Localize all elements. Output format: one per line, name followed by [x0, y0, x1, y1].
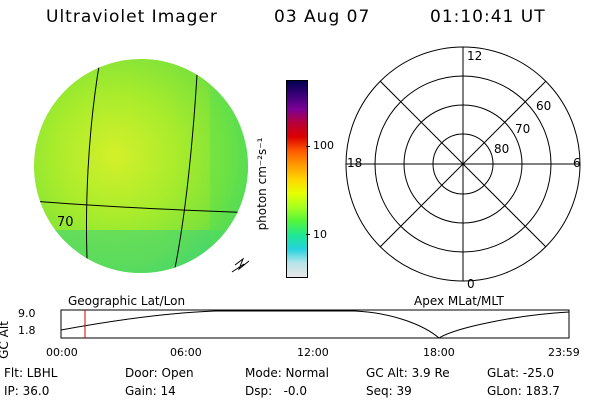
- date-label: 03 Aug 07: [274, 7, 371, 27]
- mlt-label-18: 18: [347, 156, 362, 170]
- mlat-label-80: 80: [494, 142, 509, 156]
- time-tick-1800: 18:00: [423, 346, 455, 359]
- colorbar-tick-label-10: 10: [313, 228, 327, 241]
- altitude-curve: [60, 310, 570, 339]
- colorbar-tick-10: [306, 234, 310, 235]
- mlt-label-6: 6: [573, 156, 581, 170]
- coastline-fragment: [231, 257, 250, 273]
- earth-image: 70: [34, 59, 250, 273]
- polar-plot: 12 18 6 0 60 70 80: [345, 46, 581, 290]
- time-label: 01:10:41 UT: [430, 7, 546, 27]
- instrument-title: Ultraviolet Imager: [46, 7, 218, 27]
- apex-panel-label: Apex MLat/MLT: [414, 294, 504, 308]
- altitude-plot-frame: [60, 309, 570, 339]
- altitude-tick-9: 9.0: [18, 307, 36, 320]
- altitude-axis-label: GC Alt: [0, 321, 11, 359]
- mlt-diagonal-2: [379, 80, 547, 248]
- door-status: Door: Open: [125, 366, 194, 380]
- geographic-grid: [34, 59, 248, 273]
- time-tick-2359: 23:59: [548, 346, 580, 359]
- glon-status: GLon: 183.7: [487, 384, 560, 398]
- colorbar-unit-label: photon cm⁻²s⁻¹: [255, 137, 269, 231]
- color-bar-gradient: [287, 81, 307, 277]
- ip-status: IP: 36.0: [4, 384, 50, 398]
- dsp-status: Dsp: -0.0: [245, 384, 308, 398]
- mode-status: Mode: Normal: [245, 366, 329, 380]
- seq-status: Seq: 39: [366, 384, 412, 398]
- colorbar-tick-100: [306, 146, 310, 147]
- altitude-plot: [60, 309, 570, 339]
- time-tick-0000: 00:00: [46, 346, 78, 359]
- glat-status: GLat: -25.0: [487, 366, 554, 380]
- mlt-label-0: 0: [467, 277, 475, 290]
- stray-grid-label: 70: [57, 215, 74, 230]
- time-tick-1200: 12:00: [297, 346, 329, 359]
- gc-alt-status: GC Alt: 3.9 Re: [366, 366, 450, 380]
- time-tick-0600: 06:00: [170, 346, 202, 359]
- color-bar: [286, 80, 308, 278]
- filter-status: Flt: LBHL: [4, 366, 58, 380]
- mlat-label-70: 70: [515, 122, 530, 136]
- mlat-label-60: 60: [536, 99, 551, 113]
- geographic-panel-label: Geographic Lat/Lon: [68, 294, 186, 308]
- altitude-tick-1-8: 1.8: [18, 324, 36, 337]
- gain-status: Gain: 14: [125, 384, 176, 398]
- mlt-label-12: 12: [467, 49, 482, 63]
- colorbar-tick-label-100: 100: [313, 139, 334, 152]
